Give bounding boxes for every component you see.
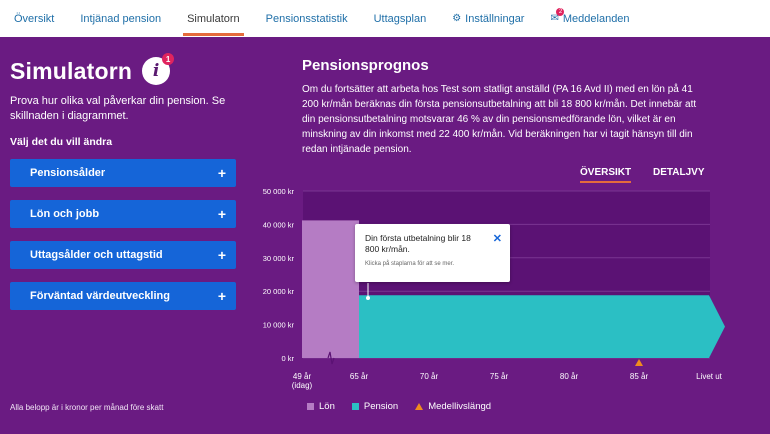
x-tick-label: 70 år — [420, 372, 439, 381]
plus-icon: + — [217, 288, 226, 304]
series-area-pension — [359, 295, 725, 358]
page-title: Simulatorn — [10, 57, 133, 84]
x-tick-label: 49 år — [293, 372, 312, 381]
accordion-label: Uttagsålder och uttagstid — [30, 249, 163, 261]
x-tick-label: 85 år — [630, 372, 649, 381]
accordion-pensionsalder[interactable]: Pensionsålder + — [10, 159, 236, 187]
close-icon[interactable]: ✕ — [492, 233, 502, 245]
y-tick-label: 20 000 kr — [263, 287, 295, 296]
tooltip-hint: Klicka på staplarna för att se mer. — [365, 261, 455, 267]
x-tick-label: 80 år — [560, 372, 579, 381]
mail-icon: ✉ 2 — [550, 8, 565, 24]
tab-label: Intjänad pension — [80, 12, 162, 25]
accordion-label: Förväntad värdeutveckling — [30, 290, 170, 302]
triangle-icon — [415, 403, 424, 410]
tab-oversikt[interactable]: Översikt — [14, 0, 54, 37]
y-tick-label: 0 kr — [281, 354, 294, 363]
legend-label: Pension — [363, 401, 399, 412]
tab-simulatorn[interactable]: Simulatorn — [183, 0, 244, 37]
tab-label: Översikt — [14, 12, 55, 25]
x-tick-sublabel: (idag) — [292, 381, 313, 390]
tab-label: Uttagsplan — [373, 12, 427, 25]
tab-oversikt-view[interactable]: ÖVERSIKT — [580, 167, 632, 183]
y-tick-label: 30 000 kr — [263, 254, 295, 263]
tab-label: Pensionsstatistik — [265, 12, 348, 25]
tab-pensionsstatistik[interactable]: Pensionsstatistik — [266, 0, 348, 37]
x-tick-label: 75 år — [490, 372, 509, 381]
chart-legend: Lön Pension Medellivslängd — [307, 401, 508, 412]
simulator-panel: Simulatorn i 1 Prova hur olika val påver… — [10, 37, 250, 434]
legend-item-pension: Pension — [351, 401, 399, 412]
x-tick-label: 65 år — [350, 372, 369, 381]
info-badge: 1 — [162, 53, 175, 65]
tab-installningar[interactable]: ⚙ Inställningar — [452, 0, 524, 37]
tab-label: Simulatorn — [187, 12, 240, 25]
forecast-title: Pensionsprognos — [302, 57, 429, 74]
tab-uttagsplan[interactable]: Uttagsplan — [374, 0, 427, 37]
legend-label: Lön — [319, 401, 335, 412]
tab-label: Inställningar — [465, 12, 525, 25]
footnote: Alla belopp är i kronor per månad före s… — [10, 403, 164, 412]
forecast-description: Om du fortsätter att arbeta hos Test som… — [302, 84, 697, 155]
forecast-panel: Pensionsprognos Om du fortsätter att arb… — [302, 37, 770, 434]
legend-item-lon: Lön — [307, 401, 335, 412]
plus-icon: + — [217, 206, 226, 222]
accordion-label: Pensionsålder — [30, 167, 106, 179]
title-row: Simulatorn i 1 — [10, 53, 175, 85]
pension-chart: 50 000 kr 40 000 kr 30 000 kr 20 000 kr 10 0… — [263, 187, 725, 390]
accordion-uttagsalder[interactable]: Uttagsålder och uttagstid + — [10, 241, 236, 269]
notification-badge: 2 — [556, 8, 565, 16]
legend-label: Medellivslängd — [428, 401, 492, 412]
accordion-vardeutveckling[interactable]: Förväntad värdeutveckling + — [10, 282, 236, 310]
chart-tooltip: Din första utbetalning blir 18 800 kr/må… — [355, 224, 510, 282]
choose-label: Välj det du vill ändra — [10, 136, 113, 148]
tab-detaljvy-view[interactable]: DETALJVY — [653, 167, 705, 178]
top-navigation: Översikt Intjänad pension Simulatorn Pen… — [0, 0, 770, 37]
tab-meddelanden[interactable]: ✉ 2 Meddelanden — [550, 0, 630, 37]
plus-icon: + — [217, 247, 226, 263]
axis-break-mark — [327, 351, 335, 365]
legend-swatch — [351, 403, 359, 410]
plus-icon: + — [217, 165, 226, 181]
legend-item-medellivslangd: Medellivslängd — [415, 401, 491, 412]
tab-intjanad-pension[interactable]: Intjänad pension — [80, 0, 161, 37]
legend-swatch — [307, 403, 314, 410]
accordion-label: Lön och jobb — [30, 208, 100, 220]
gear-icon: ⚙ — [452, 13, 462, 24]
series-area-lon — [302, 220, 359, 358]
tooltip-dot — [366, 296, 370, 300]
tooltip-text: Din första utbetalning blir 18 800 kr/må… — [365, 233, 471, 254]
y-tick-label: 10 000 kr — [263, 321, 295, 330]
marker-medellivslangd — [635, 359, 643, 366]
tab-label: Meddelanden — [562, 12, 630, 25]
accordion-lon-och-jobb[interactable]: Lön och jobb + — [10, 200, 236, 228]
x-tick-label: Livet ut — [696, 372, 723, 381]
y-tick-label: 40 000 kr — [263, 220, 295, 229]
info-button[interactable]: i 1 — [142, 53, 175, 85]
y-tick-label: 50 000 kr — [263, 187, 295, 196]
intro-text: Prova hur olika val påverkar din pension… — [10, 95, 226, 122]
info-icon: i — [152, 61, 160, 81]
